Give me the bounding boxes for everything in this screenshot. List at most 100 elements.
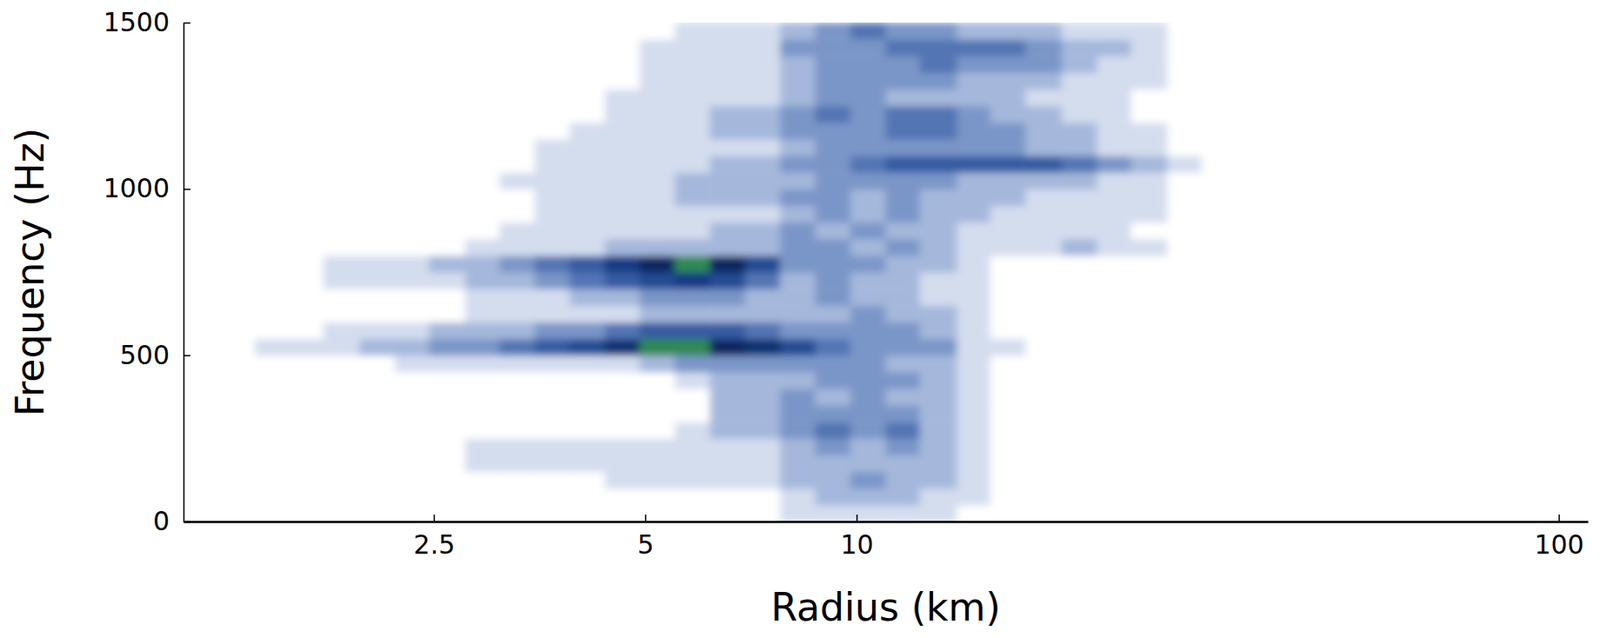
heatmap-cell: [1236, 239, 1273, 257]
heatmap-cell: [990, 272, 1027, 290]
heatmap-cell: [1025, 372, 1062, 390]
heatmap-cell: [1097, 205, 1133, 223]
heatmap-cell: [1482, 155, 1519, 174]
heatmap-cell: [569, 188, 606, 207]
heatmap-cell: [1412, 505, 1448, 522]
heatmap-cell: [428, 355, 466, 374]
heatmap-cell: [1201, 122, 1238, 140]
heatmap-cell: [534, 172, 571, 190]
heatmap-cell: [1271, 339, 1307, 357]
heatmap-cell: [1061, 39, 1098, 57]
heatmap-cell: [605, 272, 641, 290]
x-tick-mark: [645, 514, 647, 522]
heatmap-cell: [990, 205, 1027, 223]
heatmap-cell: [1131, 405, 1168, 423]
heatmap-cell: [1446, 55, 1483, 74]
heatmap-cell: [428, 255, 466, 274]
heatmap-cell: [323, 305, 360, 323]
heatmap-cell: [957, 454, 992, 473]
heatmap-cell: [287, 39, 324, 57]
heatmap-cell: [1025, 205, 1062, 223]
heatmap-cell: [640, 372, 676, 390]
heatmap-cell: [183, 39, 219, 57]
heatmap-cell: [814, 355, 851, 374]
y-tick-label: 1000: [103, 173, 170, 204]
heatmap-cell: [640, 488, 676, 507]
heatmap-cell: [360, 222, 396, 240]
heatmap-cell: [1552, 305, 1588, 323]
heatmap-cell: [1201, 89, 1238, 107]
heatmap-cell: [534, 355, 571, 374]
heatmap-cell: [990, 122, 1027, 140]
heatmap-cell: [1236, 339, 1273, 357]
heatmap-cell: [709, 155, 746, 174]
heatmap-cell: [217, 205, 255, 223]
heatmap-cell: [1412, 288, 1448, 307]
heatmap-cell: [605, 255, 641, 274]
heatmap-cell: [1552, 55, 1588, 74]
heatmap-cell: [1377, 139, 1414, 157]
heatmap-cell: [534, 472, 571, 490]
heatmap-cell: [1341, 155, 1378, 174]
heatmap-cell: [499, 89, 535, 107]
heatmap-cell: [1097, 89, 1133, 107]
heatmap-cell: [569, 438, 606, 456]
heatmap-cell: [1482, 239, 1519, 257]
heatmap-cell: [814, 305, 851, 323]
heatmap-cell: [569, 454, 606, 473]
heatmap-cell: [850, 272, 887, 290]
heatmap-cell: [394, 372, 430, 390]
heatmap-cell: [394, 55, 430, 74]
heatmap-cell: [850, 255, 887, 274]
heatmap-cell: [465, 372, 500, 390]
heatmap-cell: [1341, 488, 1378, 507]
heatmap-cell: [605, 339, 641, 357]
heatmap-cell: [1166, 205, 1202, 223]
heatmap-cell: [569, 405, 606, 423]
heatmap-cell: [1412, 255, 1448, 274]
heatmap-cell: [1271, 72, 1307, 90]
heatmap-cell: [394, 239, 430, 257]
heatmap-cell: [957, 488, 992, 507]
heatmap-cell: [1341, 188, 1378, 207]
heatmap-cell: [465, 505, 500, 522]
heatmap-cell: [850, 122, 887, 140]
heatmap-cell: [886, 488, 921, 507]
heatmap-cell: [499, 239, 535, 257]
heatmap-cell: [217, 472, 255, 490]
heatmap-cell: [1201, 139, 1238, 157]
heatmap-cell: [323, 372, 360, 390]
heatmap-cell: [605, 488, 641, 507]
heatmap-cell: [1341, 22, 1378, 40]
heatmap-cell: [957, 288, 992, 307]
heatmap-cell: [1412, 22, 1448, 40]
heatmap-cell: [1025, 321, 1062, 340]
heatmap-cell: [360, 454, 396, 473]
heatmap-cell: [814, 505, 851, 522]
heatmap-cell: [814, 454, 851, 473]
heatmap-cell: [1271, 89, 1307, 107]
heatmap-cell: [569, 505, 606, 522]
plot-area: [183, 22, 1588, 522]
heatmap-cell: [886, 205, 921, 223]
heatmap-cell: [1271, 205, 1307, 223]
heatmap-cell: [1341, 321, 1378, 340]
heatmap-cell: [920, 321, 958, 340]
heatmap-cell: [1412, 172, 1448, 190]
heatmap-cell: [1446, 188, 1483, 207]
heatmap-cell: [1201, 454, 1238, 473]
heatmap-cell: [1025, 72, 1062, 90]
heatmap-cell: [1412, 205, 1448, 223]
heatmap-cell: [1306, 355, 1343, 374]
heatmap-cell: [1446, 388, 1483, 407]
heatmap-cell: [1271, 388, 1307, 407]
heatmap-cell: [1236, 22, 1273, 40]
y-axis: 050010001500: [103, 6, 191, 537]
heatmap-cell: [674, 355, 711, 374]
heatmap-cell: [1236, 305, 1273, 323]
heatmap-cell: [1552, 454, 1588, 473]
heatmap-cell: [1412, 488, 1448, 507]
heatmap-cell: [957, 405, 992, 423]
heatmap-cell: [1061, 139, 1098, 157]
heatmap-cell: [1377, 421, 1414, 440]
